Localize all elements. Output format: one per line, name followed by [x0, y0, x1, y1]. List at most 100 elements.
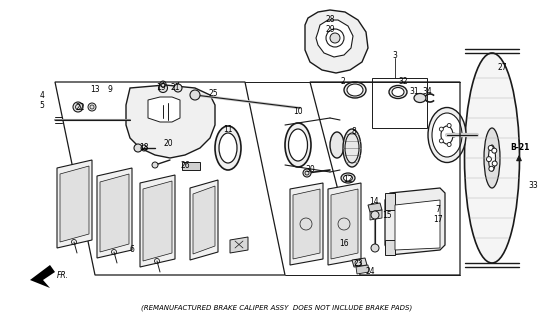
Ellipse shape — [344, 82, 366, 98]
Ellipse shape — [488, 145, 495, 171]
Text: 26: 26 — [180, 161, 190, 170]
Text: 16: 16 — [339, 238, 349, 247]
Polygon shape — [230, 237, 248, 253]
Polygon shape — [60, 166, 89, 242]
Text: 29: 29 — [325, 26, 335, 35]
Ellipse shape — [341, 173, 355, 183]
Ellipse shape — [343, 175, 352, 181]
Circle shape — [487, 157, 492, 162]
Circle shape — [134, 144, 142, 152]
Polygon shape — [190, 180, 218, 260]
Ellipse shape — [389, 85, 407, 99]
Ellipse shape — [392, 87, 404, 97]
Ellipse shape — [215, 126, 241, 170]
Polygon shape — [143, 181, 172, 261]
Ellipse shape — [285, 123, 311, 167]
Text: 18: 18 — [139, 143, 149, 153]
Text: 11: 11 — [223, 125, 233, 134]
Text: 15: 15 — [382, 211, 392, 220]
Text: 5: 5 — [40, 100, 44, 109]
Text: 20: 20 — [163, 139, 173, 148]
Text: 27: 27 — [497, 63, 507, 73]
Circle shape — [488, 146, 493, 150]
Circle shape — [439, 127, 444, 131]
Text: 25: 25 — [208, 89, 218, 98]
Polygon shape — [193, 186, 215, 254]
Text: 3: 3 — [393, 51, 398, 60]
Circle shape — [159, 84, 168, 92]
Circle shape — [492, 161, 497, 166]
Polygon shape — [331, 189, 358, 259]
Text: 9: 9 — [108, 85, 112, 94]
Text: 28: 28 — [325, 15, 335, 25]
Text: 22: 22 — [75, 102, 85, 111]
Polygon shape — [368, 203, 382, 212]
Text: 21: 21 — [170, 84, 180, 92]
Polygon shape — [316, 20, 353, 57]
Polygon shape — [126, 85, 215, 158]
Polygon shape — [328, 183, 361, 265]
Text: 31: 31 — [409, 87, 419, 97]
Polygon shape — [395, 200, 440, 250]
Polygon shape — [140, 175, 175, 267]
Circle shape — [73, 102, 83, 112]
Text: 4: 4 — [40, 91, 44, 100]
Text: 2: 2 — [341, 77, 346, 86]
Polygon shape — [385, 188, 445, 255]
Text: 30: 30 — [305, 165, 315, 174]
Polygon shape — [57, 160, 92, 248]
Polygon shape — [385, 240, 395, 255]
Circle shape — [439, 139, 444, 143]
Text: (REMANUFACTURED BRAKE CALIPER ASSY  DOES NOT INCLUDE BRAKE PADS): (REMANUFACTURED BRAKE CALIPER ASSY DOES … — [141, 305, 412, 311]
Text: 12: 12 — [343, 175, 353, 185]
Circle shape — [447, 142, 451, 147]
Ellipse shape — [465, 53, 519, 263]
Text: 14: 14 — [369, 197, 379, 206]
Circle shape — [190, 90, 200, 100]
Text: 19: 19 — [156, 84, 166, 92]
Ellipse shape — [347, 84, 363, 96]
Ellipse shape — [330, 132, 344, 158]
Ellipse shape — [289, 129, 307, 161]
Bar — [372, 78, 427, 128]
Polygon shape — [290, 183, 323, 265]
Ellipse shape — [343, 129, 361, 167]
Text: 33: 33 — [528, 180, 538, 189]
Text: 7: 7 — [436, 205, 440, 214]
Text: 10: 10 — [293, 108, 303, 116]
Ellipse shape — [414, 93, 426, 102]
Ellipse shape — [484, 128, 500, 188]
Circle shape — [452, 133, 456, 137]
Text: 34: 34 — [422, 87, 432, 97]
Polygon shape — [30, 265, 55, 288]
Circle shape — [152, 162, 158, 168]
Text: 6: 6 — [129, 245, 134, 254]
Polygon shape — [100, 174, 129, 252]
Text: FR.: FR. — [57, 271, 69, 281]
Polygon shape — [352, 258, 367, 267]
Circle shape — [447, 124, 451, 127]
Circle shape — [492, 148, 497, 153]
Polygon shape — [385, 193, 395, 210]
Text: 8: 8 — [352, 127, 356, 137]
Circle shape — [489, 166, 494, 171]
Polygon shape — [148, 97, 180, 122]
Polygon shape — [182, 162, 200, 170]
Text: 24: 24 — [365, 268, 375, 276]
Circle shape — [371, 211, 379, 219]
Polygon shape — [305, 10, 368, 73]
Ellipse shape — [219, 133, 237, 163]
Circle shape — [174, 84, 182, 92]
Circle shape — [330, 33, 340, 43]
Text: 32: 32 — [398, 77, 408, 86]
Circle shape — [303, 169, 311, 177]
Text: 17: 17 — [433, 215, 443, 225]
Circle shape — [326, 29, 344, 47]
Text: B-21: B-21 — [510, 143, 530, 153]
Circle shape — [88, 103, 96, 111]
Ellipse shape — [432, 113, 462, 157]
Ellipse shape — [428, 108, 466, 163]
Circle shape — [371, 244, 379, 252]
Text: 23: 23 — [353, 259, 363, 268]
Polygon shape — [370, 210, 382, 220]
